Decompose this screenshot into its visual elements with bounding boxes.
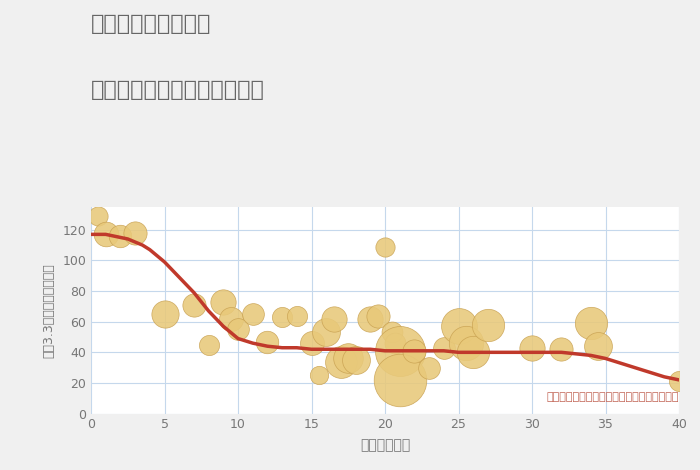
Point [115,232,126,240]
Point [482,321,493,329]
Text: 兵庫県姫路市今宿の: 兵庫県姫路市今宿の [91,14,211,34]
Point [350,356,361,364]
Point [247,310,258,318]
Point [593,343,604,350]
Point [390,339,401,347]
Text: 築年数別中古マンション価格: 築年数別中古マンション価格 [91,80,265,100]
Point [130,229,141,236]
Point [394,376,405,384]
Point [409,347,420,354]
Point [291,312,302,319]
Y-axis label: 坪（3.3㎡）単価（万円）: 坪（3.3㎡）単価（万円） [42,263,55,358]
Point [343,355,354,362]
Point [453,322,464,330]
Point [526,344,538,352]
Point [372,312,384,319]
Point [314,372,325,379]
Point [556,345,567,353]
Point [365,315,376,322]
Point [262,338,273,345]
Point [386,329,398,336]
Point [321,329,332,336]
Point [100,231,111,238]
Point [92,212,104,220]
Point [306,339,317,347]
Point [159,310,170,318]
Point [225,315,237,322]
Text: 円の大きさは、取引のあった物件面積を示す: 円の大きさは、取引のあった物件面積を示す [547,392,679,402]
Point [328,315,340,322]
Point [379,243,391,251]
Point [394,347,405,354]
Point [335,358,346,365]
Point [188,301,199,309]
Point [276,313,288,321]
Point [424,364,435,371]
Point [673,378,685,385]
Point [232,326,244,333]
Point [218,298,229,306]
Point [203,341,214,348]
Point [468,349,479,356]
X-axis label: 築年数（年）: 築年数（年） [360,439,410,453]
Point [461,339,472,347]
Point [438,344,449,352]
Point [585,320,596,327]
